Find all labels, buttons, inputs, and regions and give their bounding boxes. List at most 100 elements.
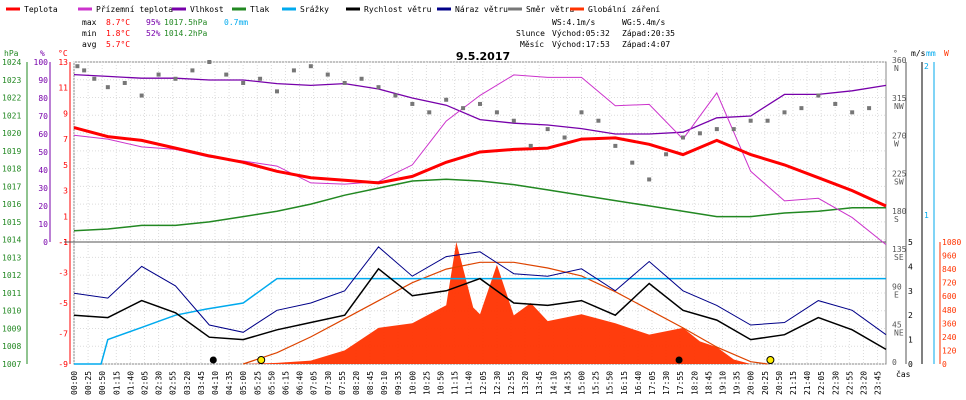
c-top-tick-5: 3: [63, 187, 68, 196]
sun-rise: Východ:05:32: [552, 29, 610, 38]
time-tick-22: 09:10: [380, 371, 389, 395]
time-tick-42: 17:30: [662, 371, 671, 395]
plot-area: [73, 60, 887, 365]
series-radiation-max-line: [243, 261, 768, 365]
wind-dir-point-26: [494, 110, 499, 115]
hpa-tick-13: 1011: [2, 289, 21, 298]
wind-dir-point-44: [799, 106, 804, 111]
hpa-tick-12: 1012: [2, 271, 21, 280]
dir-label-7: NE: [894, 328, 904, 337]
wind-dir-point-24: [461, 106, 466, 111]
wind-dir-point-13: [275, 89, 279, 94]
ms-tick-5: 0: [908, 360, 913, 369]
wind-dir-point-46: [833, 101, 838, 106]
stats-max-label: max: [82, 18, 97, 27]
unit-pct: %: [40, 49, 45, 58]
time-tick-4: 01:40: [126, 371, 135, 395]
c-bot-tick-2: -5: [58, 299, 68, 308]
wind-ws: WS:4.1m/s: [552, 18, 596, 27]
wind-dir-point-1: [82, 68, 87, 73]
time-tick-55: 22:55: [845, 371, 854, 395]
time-tick-24: 10:00: [408, 371, 417, 395]
wind-dir-point-3: [105, 85, 110, 90]
time-tick-48: 20:00: [747, 371, 756, 395]
time-tick-41: 17:05: [648, 371, 657, 395]
c-bot-tick-4: -9: [58, 360, 68, 369]
wind-dir-point-20: [393, 93, 398, 98]
hpa-tick-8: 1016: [2, 200, 21, 209]
dir-tick-5: 135: [892, 245, 907, 254]
time-tick-13: 05:25: [253, 371, 262, 395]
hpa-tick-10: 1014: [2, 236, 21, 245]
time-tick-28: 11:40: [465, 371, 474, 395]
wind-dir-point-18: [359, 76, 364, 81]
ms-tick-0: 5: [908, 238, 913, 247]
stats-min-hum: 52%: [146, 29, 161, 38]
time-tick-46: 19:10: [718, 371, 727, 395]
moon-rise: Východ:17:53: [552, 40, 610, 49]
time-tick-37: 15:25: [592, 371, 601, 395]
wind-wg: WG:5.4m/s: [622, 18, 666, 27]
stats-avg-temp: 5.7°C: [106, 40, 130, 49]
dir-label-3: SW: [894, 177, 904, 186]
time-tick-16: 06:40: [296, 371, 305, 395]
c-top-tick-4: 5: [63, 161, 68, 170]
pct-tick-4: 60: [38, 130, 48, 139]
wind-dir-point-21: [410, 101, 415, 106]
wind-dir-point-10: [224, 72, 229, 77]
time-tick-29: 12:05: [479, 371, 488, 395]
wind-dir-point-41: [748, 118, 753, 123]
dir-tick-4: 180: [892, 207, 907, 216]
time-tick-38: 15:50: [606, 371, 615, 395]
time-tick-6: 02:30: [155, 371, 164, 395]
hpa-tick-4: 1020: [2, 129, 21, 138]
c-top-tick-3: 7: [63, 135, 68, 144]
wind-dir-point-9: [207, 60, 212, 64]
series-humidity-line: [73, 73, 887, 135]
unit-time: čas: [896, 369, 911, 379]
time-tick-35: 14:35: [563, 371, 572, 395]
time-tick-17: 07:05: [310, 371, 319, 395]
stats-max-press: 1017.5hPa: [164, 18, 208, 27]
time-tick-39: 16:15: [620, 371, 629, 395]
wind-dir-point-45: [816, 93, 821, 98]
time-tick-56: 23:20: [859, 371, 868, 395]
wind-dir-point-36: [664, 152, 669, 157]
wind-dir-point-47: [850, 110, 855, 115]
legend-label-6: Náraz větru: [455, 5, 508, 14]
wind-dir-point-12: [258, 76, 263, 81]
pct-tick-0: 100: [34, 58, 49, 67]
dir-label-2: W: [894, 140, 899, 149]
c-top-tick-1: 11: [58, 84, 68, 93]
wind-dir-point-42: [765, 118, 770, 123]
unit-ms: m/s: [911, 49, 926, 58]
wind-dir-point-23: [444, 97, 449, 102]
time-tick-36: 15:00: [578, 371, 587, 395]
wind-dir-point-29: [545, 127, 550, 132]
wind-dir-point-6: [156, 72, 161, 77]
c-top-tick-2: 9: [63, 109, 68, 118]
marker-moon-rise: [675, 356, 683, 364]
wind-dir-point-31: [579, 110, 584, 115]
dir-tick-2: 270: [892, 132, 907, 141]
stats-min-temp: 1.8°C: [106, 29, 130, 38]
pct-tick-3: 70: [38, 112, 48, 121]
dir-tick-7: 45: [892, 320, 902, 329]
time-tick-52: 21:40: [803, 371, 812, 395]
time-tick-19: 07:55: [338, 371, 347, 395]
legend-label-5: Rychlost větru: [364, 5, 432, 14]
unit-c: °C: [58, 49, 68, 58]
time-tick-18: 07:30: [324, 371, 333, 395]
hpa-tick-6: 1018: [2, 165, 21, 174]
stats-max-hum: 95%: [146, 18, 161, 27]
legend-label-0: Teplota: [24, 5, 58, 14]
dir-tick-1: 315: [892, 94, 907, 103]
marker-sun-set: [766, 356, 775, 364]
marker-sun-rise: [257, 356, 266, 364]
wind-dir-point-33: [613, 143, 618, 148]
unit-mm: mm: [926, 49, 936, 58]
dir-label-4: S: [894, 215, 899, 224]
series-rain-line: [74, 277, 886, 365]
sun-label: Slunce: [516, 29, 545, 38]
